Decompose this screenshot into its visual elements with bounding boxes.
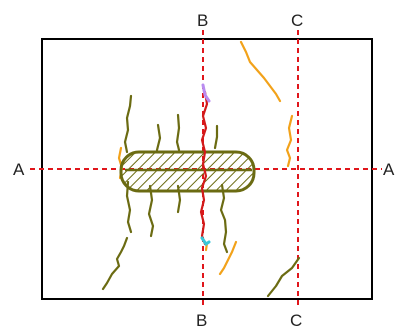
- label-a-right: A: [383, 160, 395, 179]
- label-c-top: C: [291, 11, 303, 30]
- label-a-left: A: [13, 160, 25, 179]
- label-b-bottom: B: [196, 311, 207, 329]
- orange-cracks: [117, 40, 294, 276]
- violet-crack-mark: [201, 83, 211, 103]
- label-b-top: B: [197, 11, 208, 30]
- label-c-bottom: C: [290, 311, 302, 329]
- hatched-delamination-zone: [119, 150, 256, 193]
- olive-cracks: [101, 94, 301, 298]
- red-crack: [199, 90, 209, 246]
- cyan-crack-mark: [200, 236, 211, 247]
